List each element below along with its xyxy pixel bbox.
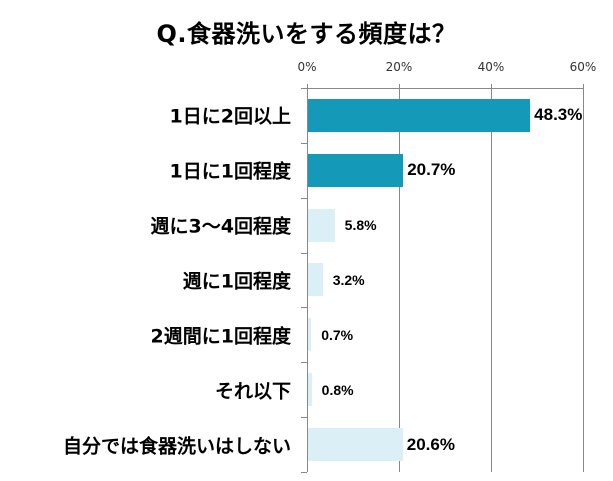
value-label: 3.2% [332, 271, 365, 288]
y-tick-mark [301, 472, 307, 473]
value-label: 5.8% [344, 217, 377, 234]
bar [308, 208, 335, 242]
value-label: 0.8% [321, 381, 354, 398]
bar [308, 428, 403, 462]
y-tick-mark [301, 253, 307, 254]
x-tick-mark [399, 84, 400, 88]
bar [308, 318, 312, 352]
y-tick-mark [301, 362, 307, 363]
x-tick-20: 20% [385, 60, 413, 74]
category-label: 1日に2回以上 [169, 105, 291, 128]
y-tick-mark [301, 198, 307, 199]
value-label: 20.6% [406, 434, 455, 454]
gridline-40 [491, 88, 492, 472]
category-label: 週に3〜4回程度 [150, 215, 291, 238]
x-tick-mark [583, 84, 584, 88]
bar [308, 98, 531, 132]
x-tick-40: 40% [477, 60, 505, 74]
gridline-20 [399, 88, 400, 472]
bar [308, 373, 312, 407]
x-tick-mark [491, 84, 492, 88]
y-tick-mark [301, 88, 307, 89]
category-label: 2週間に1回程度 [150, 325, 291, 348]
value-label: 48.3% [534, 105, 583, 125]
category-axis [307, 88, 308, 472]
category-label: 1日に1回程度 [169, 160, 291, 183]
top-axis-line [307, 88, 583, 89]
value-label: 0.7% [321, 326, 354, 343]
category-label: それ以下 [214, 380, 291, 403]
x-tick-0: 0% [297, 60, 317, 74]
value-label: 20.7% [407, 160, 456, 180]
category-label: 自分では食器洗いはしない [62, 435, 291, 458]
y-tick-mark [301, 307, 307, 308]
bar [308, 153, 404, 187]
y-tick-mark [301, 417, 307, 418]
category-label: 週に1回程度 [182, 270, 291, 293]
chart-title: Q.食器洗いをする頻度は？ [156, 20, 457, 48]
bar [308, 263, 323, 297]
x-tick-mark [307, 84, 308, 88]
gridline-60 [583, 88, 584, 472]
x-tick-60: 60% [569, 60, 597, 74]
y-tick-mark [301, 143, 307, 144]
